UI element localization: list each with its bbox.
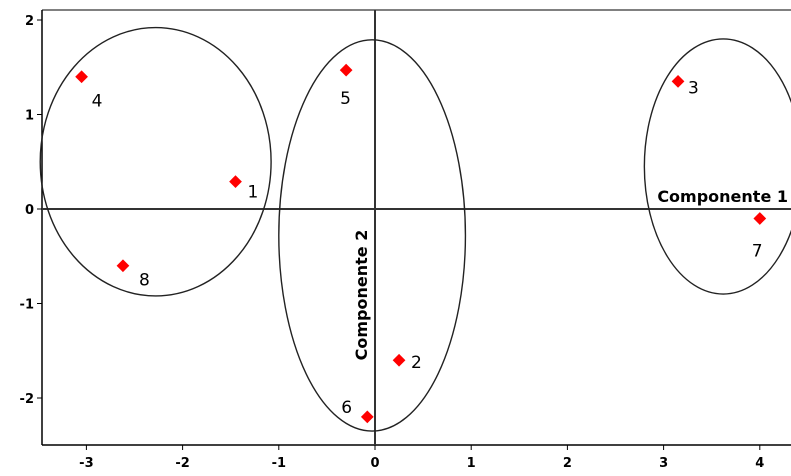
x-tick-label: -1 <box>272 456 286 471</box>
origin-axes <box>42 10 791 445</box>
point-label: 4 <box>92 92 103 112</box>
data-point <box>339 63 353 77</box>
point-label: 6 <box>341 398 352 418</box>
y-tick-label: -2 <box>20 392 34 407</box>
cluster-ellipses <box>39 26 791 432</box>
x-tick-label: 0 <box>370 456 379 471</box>
axis-ticks: -3 -2 -1 0 1 2 3 4 -2 -1 0 1 2 <box>20 14 765 471</box>
cluster-ellipse <box>39 26 272 297</box>
plot-frame <box>41 9 791 446</box>
y-tick-label: -1 <box>20 298 34 313</box>
data-point <box>116 259 130 273</box>
y-axis-label: Componente 2 <box>352 230 371 361</box>
data-point <box>392 353 406 367</box>
x-tick-label: 1 <box>467 456 476 471</box>
data-point <box>229 175 242 188</box>
point-label: 8 <box>139 271 150 291</box>
cluster-ellipse <box>278 39 467 432</box>
data-point <box>753 212 767 225</box>
point-label: 7 <box>752 241 763 261</box>
y-tick-label: 2 <box>25 14 34 29</box>
x-tick-label: -3 <box>79 456 93 471</box>
x-axis-label: Componente 1 <box>657 187 788 206</box>
cluster-ellipse <box>643 38 791 295</box>
point-labels: 1 2 3 4 5 6 7 8 <box>92 78 763 417</box>
data-point <box>360 410 374 424</box>
point-label: 2 <box>411 353 422 373</box>
data-point <box>75 70 88 84</box>
point-label: 1 <box>248 183 259 203</box>
point-label: 5 <box>340 89 351 109</box>
x-tick-label: 2 <box>563 456 572 471</box>
point-label: 3 <box>688 78 699 98</box>
data-point <box>671 75 685 88</box>
x-tick-label: 4 <box>755 456 764 471</box>
y-tick-label: 0 <box>25 203 34 218</box>
y-tick-label: 1 <box>25 109 34 124</box>
x-tick-label: -2 <box>175 456 189 471</box>
x-tick-label: 3 <box>659 456 668 471</box>
